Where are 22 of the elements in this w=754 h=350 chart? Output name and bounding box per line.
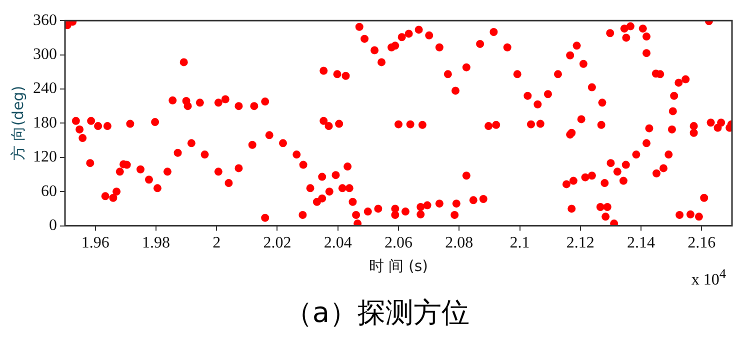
y-axis-title: 方 向(deg) <box>8 86 27 161</box>
x-tick-label: 1.98 <box>142 234 170 252</box>
y-tick-label: 120 <box>33 148 57 166</box>
y-tick-label: 180 <box>33 114 57 132</box>
y-tick-label: 300 <box>33 46 57 64</box>
x-axis-title: 时 间 (s) <box>368 256 428 275</box>
x-tick-label: 2 <box>212 234 221 252</box>
x-tick-label: 2.12 <box>566 234 594 252</box>
text: x 10$^{4}$ <box>691 266 726 290</box>
x-tick-label: 2.02 <box>263 234 292 252</box>
y-tick-label: 0 <box>49 217 57 234</box>
x-tick-label: 2.06 <box>384 234 412 252</box>
y-tick-label: 240 <box>33 80 57 98</box>
x-tick-label: 2.04 <box>324 234 352 252</box>
y-tick-label: 360 <box>33 12 57 29</box>
text: （a）探测方位 <box>283 295 471 331</box>
y-tick-label: 60 <box>41 182 57 200</box>
x-tick-label: 2.1 <box>510 234 530 252</box>
x-tick-label: 1.96 <box>81 234 110 252</box>
x-tick-label: 2.16 <box>688 234 716 252</box>
x-tick-label: 2.14 <box>627 234 656 252</box>
x-tick-label: 2.08 <box>445 234 474 252</box>
